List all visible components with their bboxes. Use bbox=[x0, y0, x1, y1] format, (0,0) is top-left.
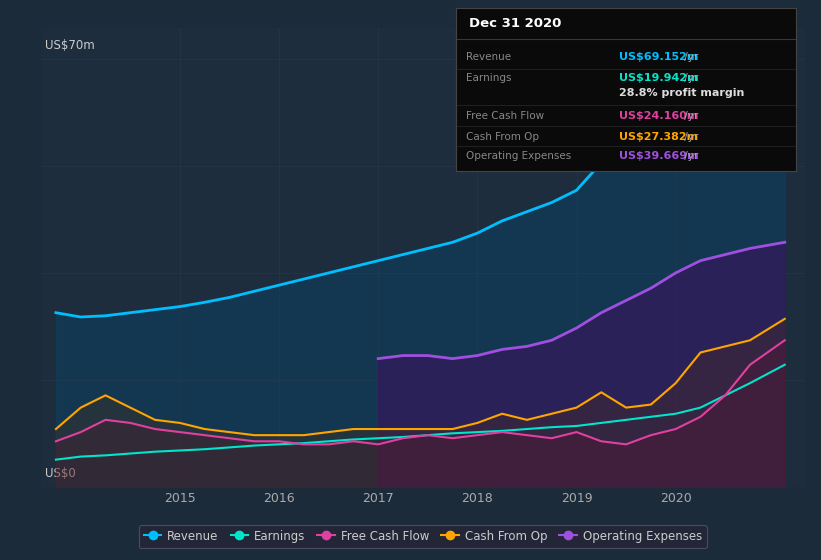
Text: US$24.160m: US$24.160m bbox=[619, 110, 699, 120]
Text: Earnings: Earnings bbox=[466, 73, 511, 83]
Text: /yr: /yr bbox=[681, 110, 698, 120]
Text: /yr: /yr bbox=[681, 132, 698, 142]
Text: US$27.382m: US$27.382m bbox=[619, 132, 699, 142]
Text: US$69.152m: US$69.152m bbox=[619, 52, 699, 62]
Text: US$39.669m: US$39.669m bbox=[619, 151, 699, 161]
Text: /yr: /yr bbox=[681, 52, 698, 62]
Text: Cash From Op: Cash From Op bbox=[466, 132, 539, 142]
Legend: Revenue, Earnings, Free Cash Flow, Cash From Op, Operating Expenses: Revenue, Earnings, Free Cash Flow, Cash … bbox=[139, 525, 707, 548]
Text: US$70m: US$70m bbox=[45, 39, 94, 53]
Text: /yr: /yr bbox=[681, 73, 698, 83]
Text: Operating Expenses: Operating Expenses bbox=[466, 151, 571, 161]
Text: /yr: /yr bbox=[681, 151, 698, 161]
Text: US$0: US$0 bbox=[45, 467, 76, 480]
Text: US$19.942m: US$19.942m bbox=[619, 73, 699, 83]
Text: 28.8% profit margin: 28.8% profit margin bbox=[619, 88, 745, 98]
Text: Free Cash Flow: Free Cash Flow bbox=[466, 110, 544, 120]
Text: Revenue: Revenue bbox=[466, 52, 511, 62]
Text: Dec 31 2020: Dec 31 2020 bbox=[470, 16, 562, 30]
